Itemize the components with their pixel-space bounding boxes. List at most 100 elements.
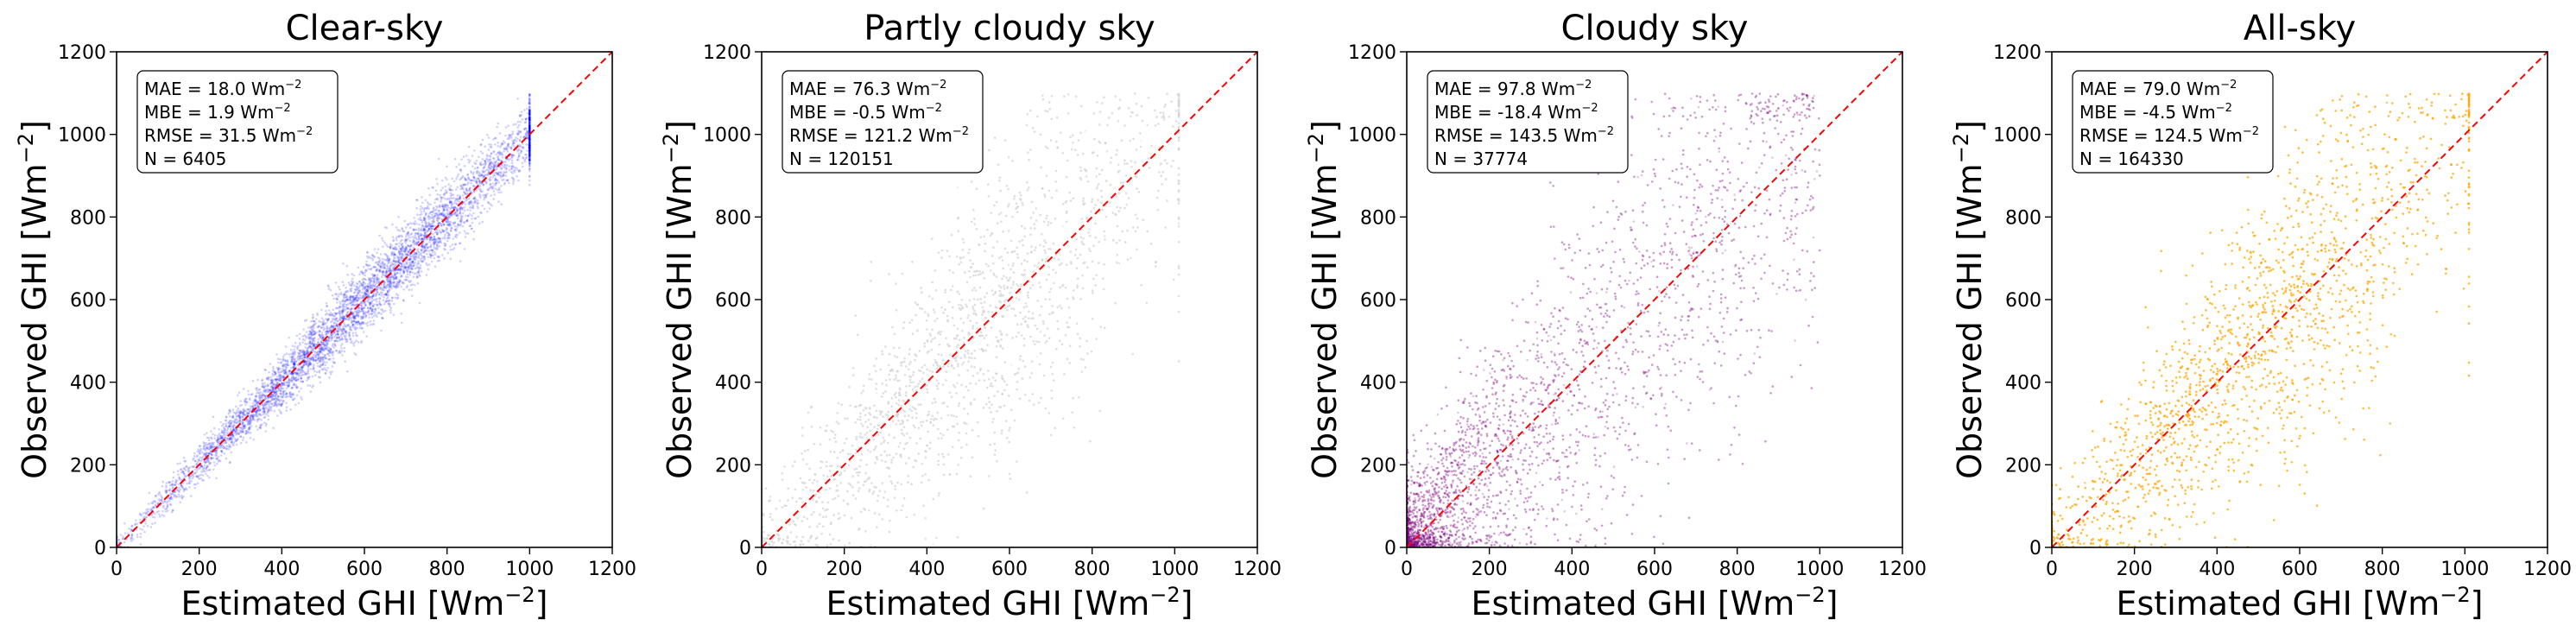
- scatter-point: [320, 320, 322, 324]
- scatter-point: [358, 308, 360, 312]
- scatter-point: [528, 144, 531, 148]
- scatter-point: [418, 253, 421, 256]
- scatter-point: [465, 219, 469, 222]
- scatter-point: [383, 267, 386, 269]
- scatter-point: [497, 158, 500, 161]
- scatter-point: [497, 155, 499, 158]
- scatter-point: [179, 468, 182, 471]
- scatter-point: [414, 267, 417, 270]
- scatter-point: [515, 123, 517, 126]
- scatter-point: [458, 200, 461, 203]
- scatter-point: [294, 363, 297, 365]
- scatter-point: [258, 426, 262, 429]
- scatter-point: [313, 350, 316, 353]
- scatter-point: [253, 419, 256, 421]
- scatter-point: [441, 179, 444, 182]
- scatter-point: [488, 163, 491, 167]
- scatter-point: [339, 329, 342, 332]
- scatter-point: [346, 307, 349, 310]
- scatter-point: [445, 231, 448, 234]
- scatter-point: [355, 289, 358, 292]
- scatter-point: [412, 275, 415, 279]
- scatter-point: [528, 109, 531, 112]
- scatter-point: [206, 469, 209, 471]
- scatter-point: [528, 123, 531, 126]
- scatter-point: [524, 121, 527, 123]
- scatter-point: [329, 348, 332, 351]
- scatter-point: [366, 289, 370, 293]
- scatter-point: [285, 372, 288, 376]
- scatter-point: [408, 255, 412, 257]
- scatter-point: [206, 443, 209, 446]
- scatter-point: [201, 458, 204, 461]
- scatter-point: [459, 185, 463, 188]
- scatter-point: [528, 123, 531, 126]
- scatter-point: [371, 256, 374, 260]
- scatter-point: [232, 432, 235, 434]
- scatter-point: [528, 100, 531, 103]
- scatter-point: [258, 414, 262, 416]
- scatter-point: [288, 384, 291, 387]
- scatter-point: [154, 503, 157, 507]
- scatter-point: [450, 214, 453, 218]
- scatter-point: [508, 145, 510, 149]
- scatter-point: [282, 400, 285, 402]
- scatter-point: [342, 332, 345, 336]
- scatter-point: [489, 145, 492, 149]
- scatter-point: [352, 300, 355, 303]
- scatter-point: [481, 158, 484, 161]
- scatter-point: [431, 232, 434, 236]
- scatter-point: [339, 334, 343, 338]
- scatter-point: [272, 404, 275, 408]
- scatter-point: [201, 478, 204, 482]
- scatter-point: [203, 445, 206, 447]
- scatter-point: [440, 196, 442, 199]
- scatter-point: [402, 262, 406, 266]
- scatter-point: [427, 214, 430, 218]
- scatter-point: [528, 152, 531, 155]
- scatter-point: [438, 245, 441, 248]
- scatter-point: [381, 292, 383, 294]
- scatter-point: [263, 413, 265, 416]
- scatter-point: [365, 335, 368, 338]
- scatter-point: [312, 357, 315, 360]
- scatter-point: [307, 351, 309, 355]
- scatter-point: [408, 236, 412, 239]
- scatter-point: [228, 411, 231, 414]
- scatter-point: [528, 122, 531, 124]
- scatter-point: [516, 156, 520, 159]
- scatter-point: [326, 347, 329, 350]
- scatter-point: [528, 126, 531, 130]
- scatter-point: [382, 299, 385, 302]
- scatter-point: [482, 162, 484, 166]
- scatter-point: [328, 350, 331, 352]
- scatter-point: [496, 188, 499, 191]
- scatter-point: [287, 360, 289, 363]
- scatter-point: [193, 452, 196, 455]
- scatter-point: [528, 150, 531, 153]
- scatter-point: [321, 322, 325, 325]
- scatter-point: [371, 266, 375, 269]
- scatter-point: [231, 440, 233, 444]
- scatter-point: [228, 425, 231, 428]
- scatter-point: [217, 436, 219, 439]
- scatter-point: [266, 411, 269, 414]
- scatter-point: [528, 124, 531, 127]
- scatter-point: [371, 305, 374, 308]
- scatter-point: [504, 161, 507, 163]
- scatter-point: [370, 268, 372, 271]
- scatter-point: [313, 332, 317, 336]
- scatter-point: [139, 533, 142, 535]
- scatter-point: [215, 452, 218, 455]
- scatter-point: [262, 407, 265, 410]
- scatter-point: [268, 370, 270, 374]
- scatter-point: [228, 437, 231, 439]
- scatter-point: [256, 389, 258, 392]
- scatter-point: [396, 243, 398, 245]
- scatter-point: [263, 382, 266, 385]
- scatter-point: [351, 282, 353, 286]
- scatter-point: [441, 203, 444, 206]
- scatter-point: [344, 317, 346, 320]
- scatter-point: [356, 300, 359, 302]
- scatter-point: [408, 271, 412, 274]
